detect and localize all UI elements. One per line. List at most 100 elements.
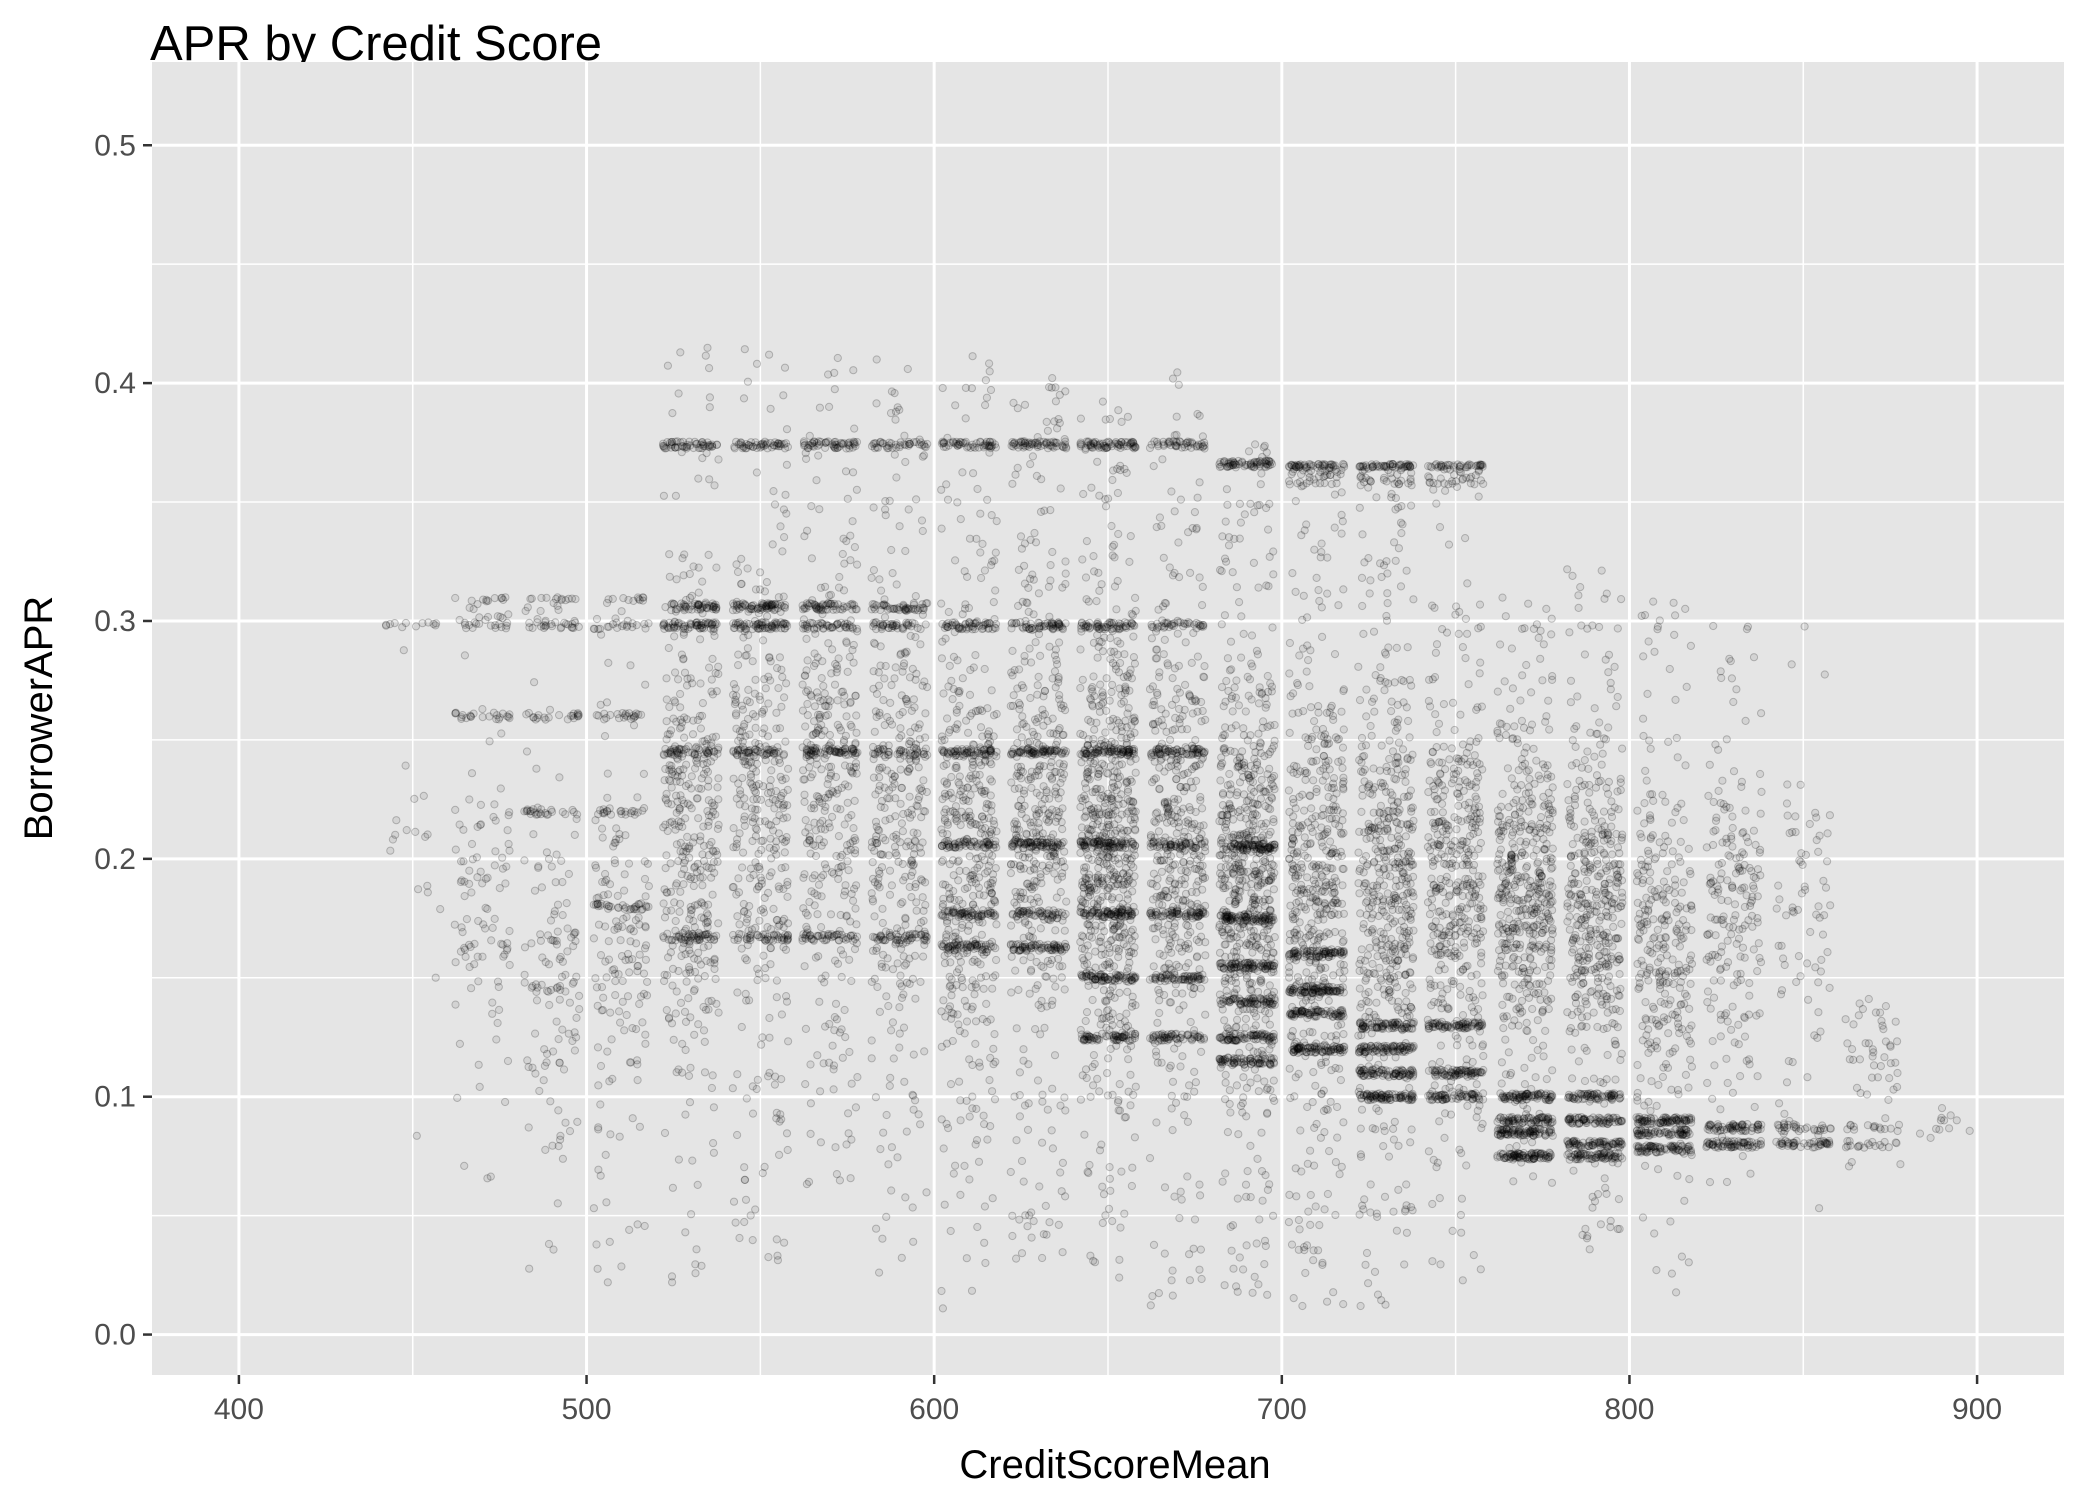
scatter-point xyxy=(563,900,570,907)
scatter-point xyxy=(468,985,475,992)
scatter-point xyxy=(1086,1161,1093,1168)
scatter-point xyxy=(437,906,444,913)
scatter-point xyxy=(685,964,692,971)
scatter-point xyxy=(826,1020,833,1027)
scatter-point xyxy=(978,574,985,581)
scatter-point xyxy=(756,586,763,593)
scatter-point xyxy=(839,550,846,557)
scatter-point xyxy=(663,675,670,682)
scatter-point xyxy=(524,604,531,611)
scatter-point xyxy=(939,1305,946,1312)
scatter-point xyxy=(776,885,783,892)
scatter-point xyxy=(733,692,740,699)
scatter-point xyxy=(847,699,854,706)
scatter-point xyxy=(505,812,512,819)
scatter-point xyxy=(714,825,721,832)
scatter-point xyxy=(764,613,771,620)
scatter-point xyxy=(1034,894,1041,901)
scatter-point xyxy=(1029,571,1036,578)
scatter-point xyxy=(495,983,502,990)
scatter-point xyxy=(882,837,889,844)
scatter-point xyxy=(769,541,776,548)
scatter-point xyxy=(1031,716,1038,723)
scatter-point xyxy=(1011,1093,1018,1100)
scatter-point xyxy=(687,950,694,957)
scatter-point xyxy=(1013,913,1020,920)
scatter-point xyxy=(1051,870,1058,877)
scatter-point xyxy=(824,781,831,788)
scatter-point xyxy=(953,621,960,628)
scatter-point xyxy=(755,781,762,788)
scatter-point xyxy=(734,568,741,575)
scatter-point xyxy=(606,1238,613,1245)
scatter-point xyxy=(974,485,981,492)
scatter-point xyxy=(688,1211,695,1218)
scatter-point xyxy=(695,1021,702,1028)
scatter-point xyxy=(899,940,906,947)
scatter-point xyxy=(848,1136,855,1143)
scatter-point xyxy=(1060,761,1067,768)
scatter-point xyxy=(660,492,667,499)
scatter-point xyxy=(843,713,850,720)
scatter-point xyxy=(570,943,577,950)
scatter-point xyxy=(1059,1159,1066,1166)
scatter-point xyxy=(736,787,743,794)
scatter-point xyxy=(1049,548,1056,555)
scatter-point xyxy=(543,1059,550,1066)
scatter-point xyxy=(876,709,883,716)
scatter-point xyxy=(813,605,820,612)
scatter-point xyxy=(735,662,742,669)
scatter-point xyxy=(764,936,771,943)
scatter-point xyxy=(622,957,629,964)
scatter-point xyxy=(1021,562,1028,569)
scatter-point xyxy=(938,858,945,865)
scatter-point xyxy=(884,795,891,802)
scatter-point xyxy=(683,682,690,689)
scatter-point xyxy=(872,1094,879,1101)
scatter-point xyxy=(744,565,751,572)
scatter-point xyxy=(800,438,807,445)
scatter-point xyxy=(642,1040,649,1047)
scatter-point xyxy=(946,1003,953,1010)
scatter-point xyxy=(806,836,813,843)
scatter-point xyxy=(705,551,712,558)
scatter-point xyxy=(979,1015,986,1022)
scatter-point xyxy=(953,969,960,976)
scatter-point xyxy=(475,978,482,985)
scatter-point xyxy=(830,606,837,613)
scatter-point xyxy=(412,828,419,835)
scatter-point xyxy=(574,1118,581,1125)
scatter-point xyxy=(1053,784,1060,791)
scatter-point xyxy=(488,937,495,944)
scatter-point xyxy=(1024,1223,1031,1230)
scatter-point xyxy=(876,576,883,583)
scatter-point xyxy=(704,923,711,930)
scatter-point xyxy=(1008,989,1015,996)
scatter-point xyxy=(774,916,781,923)
scatter-point xyxy=(741,1218,748,1225)
scatter-point xyxy=(644,860,651,867)
scatter-point xyxy=(604,1048,611,1055)
scatter-point xyxy=(739,864,746,871)
scatter-point xyxy=(892,416,899,423)
scatter-point xyxy=(498,940,505,947)
scatter-point xyxy=(905,809,912,816)
scatter-point xyxy=(909,1204,916,1211)
scatter-point xyxy=(756,693,763,700)
scatter-point xyxy=(747,604,754,611)
scatter-point xyxy=(1128,610,1135,617)
scatter-point xyxy=(433,620,440,627)
scatter-point xyxy=(730,775,737,782)
scatter-point xyxy=(674,438,681,445)
scatter-point xyxy=(689,731,696,738)
scatter-point xyxy=(1039,1139,1046,1146)
scatter-point xyxy=(729,1085,736,1092)
scatter-point xyxy=(843,639,850,646)
scatter-point xyxy=(493,1036,500,1043)
scatter-point xyxy=(912,1097,919,1104)
scatter-point xyxy=(884,955,891,962)
scatter-point xyxy=(627,938,634,945)
scatter-point xyxy=(939,638,946,645)
scatter-point xyxy=(1030,819,1037,826)
scatter-point xyxy=(950,1170,957,1177)
